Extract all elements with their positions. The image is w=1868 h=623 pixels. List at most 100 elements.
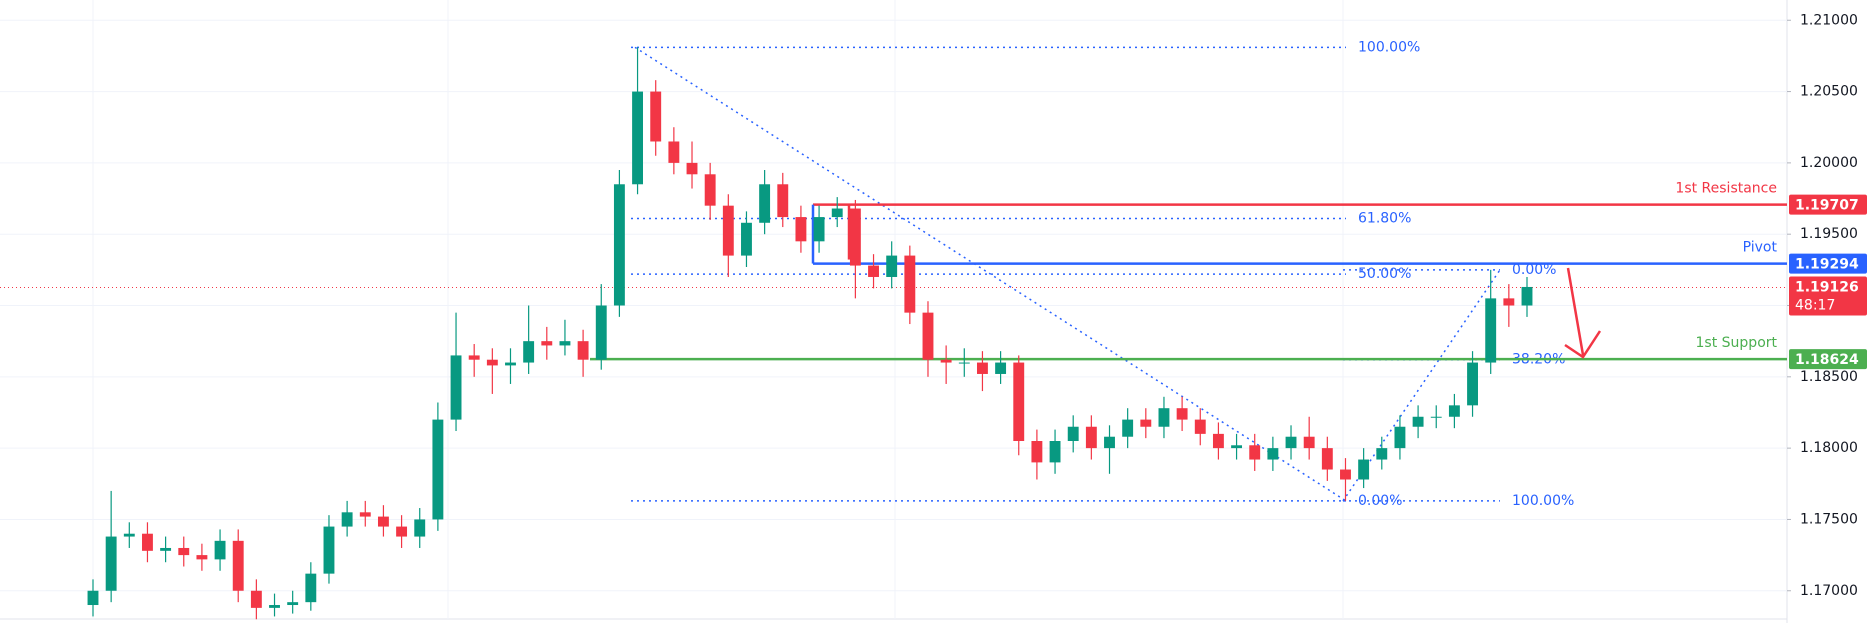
candle-body (577, 341, 589, 360)
price-tag-label: 1.19707 (1795, 198, 1859, 214)
candle-body (650, 91, 662, 142)
candle-body (813, 217, 825, 242)
y-tick-label: 1.19500 (1800, 226, 1858, 242)
candle-body (123, 533, 135, 537)
candle-body (1194, 419, 1206, 434)
candle-body (922, 312, 934, 360)
candle-body (1467, 362, 1478, 406)
candle-body (1249, 445, 1261, 460)
candles (87, 47, 1533, 620)
candle-body (1285, 436, 1297, 449)
candle-body (1321, 448, 1333, 470)
candle-body (759, 184, 771, 223)
candle-body (1013, 362, 1025, 441)
fib-label: 100.00% (1358, 39, 1420, 55)
candle-body (795, 217, 807, 242)
candle-body (1104, 436, 1115, 449)
candle-body (595, 305, 607, 360)
candle-body (831, 208, 843, 218)
candle-body (632, 91, 644, 185)
candle-body (250, 590, 262, 608)
grid (0, 0, 1787, 619)
candle-body (105, 536, 117, 591)
candle-body (269, 605, 280, 608)
candle-body (1448, 405, 1460, 417)
fib-trend (1342, 269, 1501, 502)
candle-body (722, 205, 734, 256)
arrow (1564, 267, 1602, 359)
candle-body (1430, 416, 1442, 418)
candle-body (377, 516, 389, 527)
candle-body (1503, 298, 1515, 306)
candle-body (1394, 426, 1406, 449)
y-tick-label: 1.17500 (1800, 511, 1858, 527)
candle-body (559, 341, 571, 346)
candle-body (741, 222, 752, 256)
fib-label: 100.00% (1512, 493, 1574, 509)
candle-body (686, 162, 698, 175)
candle-body (541, 341, 553, 346)
candle-body (232, 540, 244, 591)
candle-body (450, 355, 462, 420)
candle-body (1212, 433, 1224, 449)
candle-body (142, 533, 153, 551)
candle-body (958, 362, 970, 364)
candle-body (1031, 440, 1043, 463)
price-tag (1789, 276, 1867, 316)
y-tick-label: 1.18000 (1800, 440, 1858, 456)
candle-body (468, 355, 480, 360)
fib-label: 0.00% (1512, 262, 1556, 278)
level-name: Pivot (1743, 240, 1778, 256)
candle-body (904, 255, 916, 313)
y-tick-label: 1.17000 (1800, 583, 1858, 599)
y-tick-label: 1.18500 (1800, 369, 1858, 385)
candle-body (868, 265, 879, 277)
candle-body (940, 359, 952, 363)
level-name: 1st Support (1696, 335, 1778, 351)
candle-body (1231, 445, 1243, 449)
price-tag (1789, 194, 1867, 215)
countdown-label: 48:17 (1795, 298, 1835, 314)
fib-label: 61.80% (1358, 211, 1411, 227)
candle-body (178, 547, 190, 556)
candle-body (1085, 426, 1097, 449)
candle-body (995, 362, 1007, 374)
candle-body (505, 362, 516, 366)
candle-body (1267, 448, 1279, 460)
candle-body (849, 208, 861, 266)
candle-body (160, 547, 172, 551)
candle-body (396, 526, 408, 537)
price-tag-label: 1.19294 (1795, 257, 1859, 273)
candle-body (523, 341, 535, 363)
candle-body (359, 512, 371, 517)
candle-body (87, 590, 99, 606)
candle-body (886, 255, 898, 277)
candle-body (668, 141, 680, 163)
candle-body (613, 184, 625, 306)
candle-body (432, 419, 444, 520)
candle-body (341, 512, 353, 527)
candle-body (323, 526, 335, 574)
candle-body (1340, 469, 1351, 480)
candle-body (1521, 286, 1533, 306)
candle-body (1158, 408, 1170, 427)
candle-body (1358, 459, 1370, 480)
candle-body (196, 555, 208, 560)
candle-body (777, 184, 789, 218)
price-tag (1789, 253, 1867, 274)
candle-body (214, 540, 226, 560)
fib-label: 50.00% (1358, 266, 1411, 282)
candle-body (1049, 440, 1061, 463)
candle-body (976, 362, 988, 374)
price-tag-label: 1.18624 (1795, 352, 1859, 368)
candle-body (1485, 298, 1497, 363)
candle-body (1140, 419, 1152, 427)
candle-body (414, 519, 426, 537)
candle-body (1067, 426, 1079, 441)
candle-body (305, 573, 317, 603)
candle-body (1376, 448, 1388, 460)
y-tick-label: 1.20000 (1800, 155, 1858, 171)
price-tag (1789, 349, 1867, 370)
